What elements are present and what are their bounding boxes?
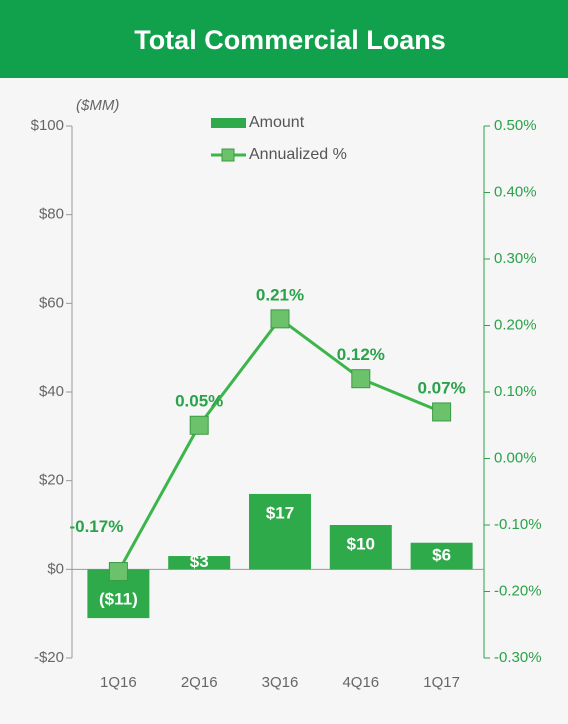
y2-tick-label: 0.00% [494,449,537,466]
bar [249,493,311,570]
y2-tick-label: 0.50% [494,117,537,134]
y-tick-label: $0 [47,560,64,577]
line-value-label: 0.12% [337,345,385,364]
y2-tick-label: 0.30% [494,250,537,267]
line-value-label: 0.21% [256,285,304,304]
x-tick-label: 4Q16 [342,674,379,691]
bar-value-label: $6 [432,546,451,565]
y2-tick-label: 0.20% [494,316,537,333]
chart-title: Total Commercial Loans [134,25,446,55]
x-tick-label: 1Q17 [423,674,460,691]
y-tick-label: $40 [39,383,64,400]
legend-swatch [211,118,246,128]
y-tick-label: $60 [39,294,64,311]
bar-value-label: $10 [347,534,375,553]
line-marker [270,309,290,329]
legend-marker [221,148,235,162]
bar [329,525,392,570]
x-tick-label: 3Q16 [262,674,299,691]
y2-tick-label: -0.10% [494,516,542,533]
y-tick-label: $100 [31,117,64,134]
y2-tick-label: -0.20% [494,582,542,599]
x-tick-label: 1Q16 [100,674,137,691]
y2-tick-label: -0.30% [494,649,542,666]
line-marker [351,369,371,389]
y-tick-label: $20 [39,472,64,489]
legend-label: Amount [249,114,305,131]
bar-value-label: ($11) [99,590,138,609]
bar-value-label: $3 [190,552,209,571]
y2-tick-label: 0.40% [494,183,537,200]
y-axis-label: ($MM) [76,97,119,114]
line-marker [108,562,128,582]
line-value-label: 0.05% [175,392,223,411]
line-marker [432,402,452,422]
header [0,0,568,78]
y-tick-label: $80 [39,206,64,223]
line-value-label: -0.17% [69,517,123,536]
bar [410,542,473,570]
x-tick-label: 2Q16 [181,674,218,691]
y-tick-label: -$20 [34,649,64,666]
y2-tick-label: 0.10% [494,383,537,400]
bar [168,556,231,570]
line-marker [189,415,209,435]
bar-value-label: $17 [266,503,294,522]
legend-label: Annualized % [249,146,347,163]
line-value-label: 0.07% [417,378,465,397]
